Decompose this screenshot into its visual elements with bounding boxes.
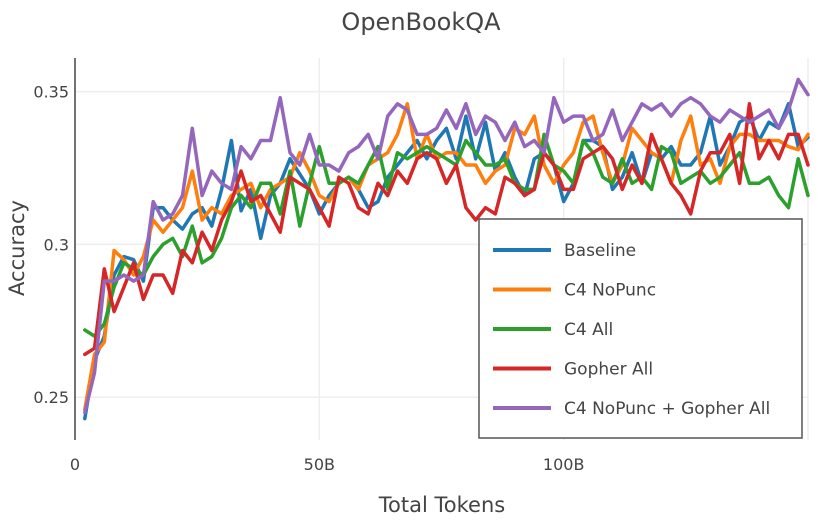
x-tick-label: 0: [70, 455, 80, 474]
chart-title: OpenBookQA: [341, 8, 501, 36]
series-line-4: [83, 77, 810, 415]
tick-labels: 0 50B 100B 0.25 0.3 0.35: [33, 83, 584, 474]
legend-label: C4 NoPunc + Gopher All: [564, 399, 770, 419]
legend-label: Gopher All: [564, 360, 653, 380]
series-lines: [83, 77, 810, 421]
x-tick-label: 50B: [304, 455, 335, 474]
y-axis-label: Accuracy: [5, 200, 29, 296]
y-tick-label: 0.35: [33, 83, 69, 102]
y-tick-label: 0.3: [44, 235, 69, 254]
series-line-1: [83, 102, 810, 412]
legend: Baseline C4 NoPunc C4 All Gopher All C4 NoPu…: [478, 218, 803, 439]
legend-label: C4 All: [564, 320, 613, 340]
x-axis-label: Total Tokens: [378, 493, 505, 517]
series-line-2: [83, 132, 810, 338]
series-line-3: [83, 102, 810, 357]
legend-label: Baseline: [564, 241, 636, 261]
x-tick-label: 100B: [543, 455, 585, 474]
legend-label: C4 NoPunc: [564, 281, 656, 301]
y-tick-label: 0.25: [33, 388, 69, 407]
legend-items: Baseline C4 NoPunc C4 All Gopher All C4 NoPu…: [493, 241, 770, 419]
